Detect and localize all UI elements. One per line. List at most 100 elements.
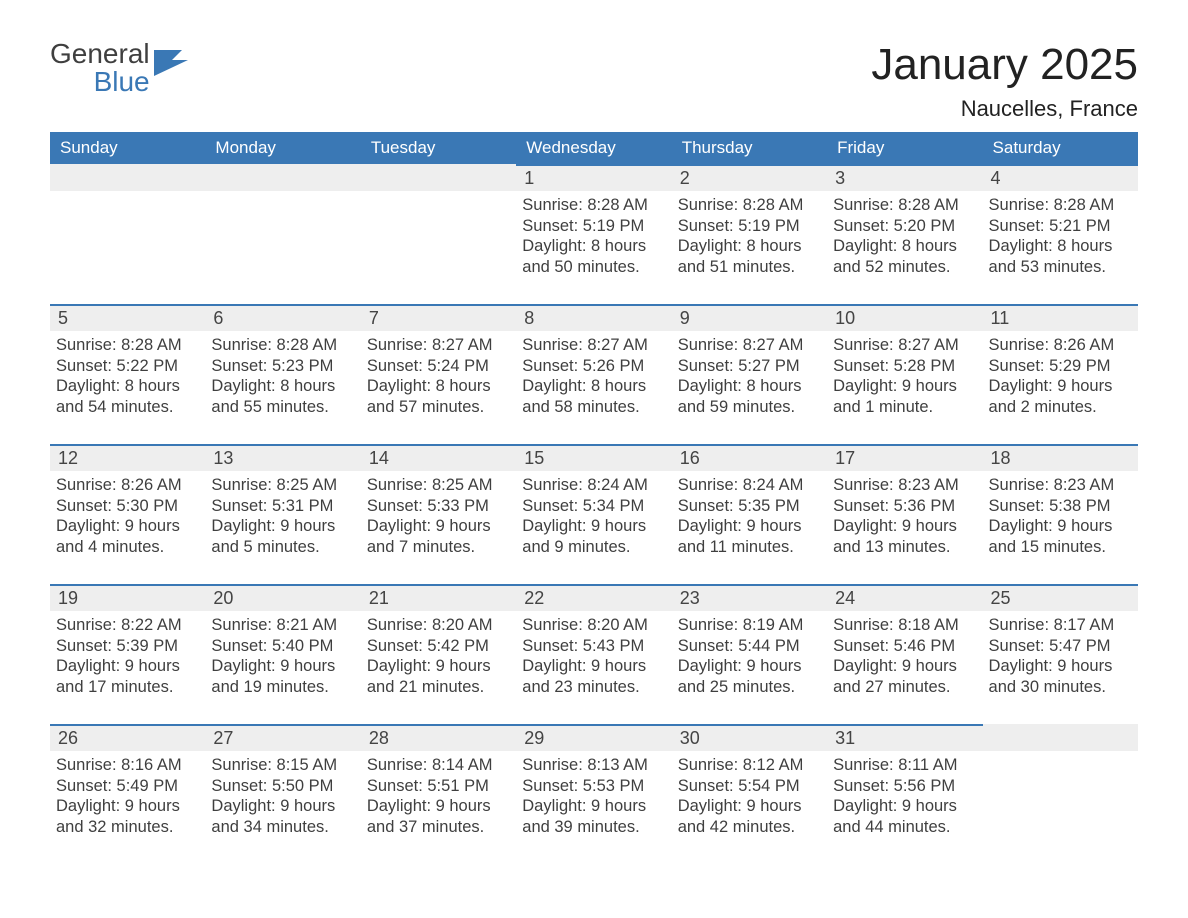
day-number-bar: 27 [205, 724, 360, 751]
calendar-day-cell: 10Sunrise: 8:27 AMSunset: 5:28 PMDayligh… [827, 304, 982, 444]
day-number-bar: 13 [205, 444, 360, 471]
day-number-bar: 5 [50, 304, 205, 331]
day-number-bar: 15 [516, 444, 671, 471]
day-number-bar: 25 [983, 584, 1138, 611]
calendar-day-cell: 4Sunrise: 8:28 AMSunset: 5:21 PMDaylight… [983, 164, 1138, 304]
calendar-day-cell: 11Sunrise: 8:26 AMSunset: 5:29 PMDayligh… [983, 304, 1138, 444]
day-body [361, 191, 516, 199]
daylight-line: Daylight: 8 hours and 52 minutes. [833, 236, 976, 277]
sunset-line: Sunset: 5:54 PM [678, 776, 821, 797]
header: General Blue January 2025 Naucelles, Fra… [50, 40, 1138, 122]
day-body: Sunrise: 8:28 AMSunset: 5:22 PMDaylight:… [50, 331, 205, 422]
daylight-line: Daylight: 9 hours and 13 minutes. [833, 516, 976, 557]
calendar-day-cell: 26Sunrise: 8:16 AMSunset: 5:49 PMDayligh… [50, 724, 205, 864]
daylight-line: Daylight: 9 hours and 30 minutes. [989, 656, 1132, 697]
weekday-header: Tuesday [361, 132, 516, 164]
calendar-day-cell: 29Sunrise: 8:13 AMSunset: 5:53 PMDayligh… [516, 724, 671, 864]
day-body: Sunrise: 8:27 AMSunset: 5:24 PMDaylight:… [361, 331, 516, 422]
daylight-line: Daylight: 9 hours and 27 minutes. [833, 656, 976, 697]
sunrise-line: Sunrise: 8:26 AM [56, 475, 199, 496]
day-body: Sunrise: 8:25 AMSunset: 5:31 PMDaylight:… [205, 471, 360, 562]
calendar-day-cell: 5Sunrise: 8:28 AMSunset: 5:22 PMDaylight… [50, 304, 205, 444]
day-body: Sunrise: 8:26 AMSunset: 5:30 PMDaylight:… [50, 471, 205, 562]
day-number-bar: 22 [516, 584, 671, 611]
sunrise-line: Sunrise: 8:25 AM [367, 475, 510, 496]
calendar-day-cell: 23Sunrise: 8:19 AMSunset: 5:44 PMDayligh… [672, 584, 827, 724]
day-number-bar: 3 [827, 164, 982, 191]
daylight-line: Daylight: 9 hours and 44 minutes. [833, 796, 976, 837]
daylight-line: Daylight: 8 hours and 55 minutes. [211, 376, 354, 417]
daylight-line: Daylight: 9 hours and 37 minutes. [367, 796, 510, 837]
brand-logo: General Blue [50, 40, 188, 96]
day-number-bar: 21 [361, 584, 516, 611]
day-number-bar: 4 [983, 164, 1138, 191]
daylight-line: Daylight: 9 hours and 34 minutes. [211, 796, 354, 837]
location-label: Naucelles, France [871, 96, 1138, 122]
sunset-line: Sunset: 5:19 PM [522, 216, 665, 237]
sunset-line: Sunset: 5:42 PM [367, 636, 510, 657]
day-body: Sunrise: 8:11 AMSunset: 5:56 PMDaylight:… [827, 751, 982, 842]
daylight-line: Daylight: 9 hours and 21 minutes. [367, 656, 510, 697]
calendar-body: 1Sunrise: 8:28 AMSunset: 5:19 PMDaylight… [50, 164, 1138, 864]
day-body: Sunrise: 8:23 AMSunset: 5:38 PMDaylight:… [983, 471, 1138, 562]
sunrise-line: Sunrise: 8:24 AM [678, 475, 821, 496]
weekday-header: Wednesday [516, 132, 671, 164]
daylight-line: Daylight: 9 hours and 23 minutes. [522, 656, 665, 697]
sunrise-line: Sunrise: 8:28 AM [989, 195, 1132, 216]
calendar-day-cell: 18Sunrise: 8:23 AMSunset: 5:38 PMDayligh… [983, 444, 1138, 584]
day-number-bar: 24 [827, 584, 982, 611]
daylight-line: Daylight: 9 hours and 15 minutes. [989, 516, 1132, 557]
calendar-day-cell: 3Sunrise: 8:28 AMSunset: 5:20 PMDaylight… [827, 164, 982, 304]
day-body [50, 191, 205, 199]
day-body: Sunrise: 8:16 AMSunset: 5:49 PMDaylight:… [50, 751, 205, 842]
sunset-line: Sunset: 5:28 PM [833, 356, 976, 377]
day-body: Sunrise: 8:14 AMSunset: 5:51 PMDaylight:… [361, 751, 516, 842]
calendar-day-cell [50, 164, 205, 304]
calendar-day-cell: 15Sunrise: 8:24 AMSunset: 5:34 PMDayligh… [516, 444, 671, 584]
sunrise-line: Sunrise: 8:14 AM [367, 755, 510, 776]
sunrise-line: Sunrise: 8:27 AM [367, 335, 510, 356]
sunrise-line: Sunrise: 8:25 AM [211, 475, 354, 496]
sunset-line: Sunset: 5:38 PM [989, 496, 1132, 517]
calendar-day-cell: 30Sunrise: 8:12 AMSunset: 5:54 PMDayligh… [672, 724, 827, 864]
daylight-line: Daylight: 8 hours and 54 minutes. [56, 376, 199, 417]
calendar-day-cell: 6Sunrise: 8:28 AMSunset: 5:23 PMDaylight… [205, 304, 360, 444]
calendar-week: 26Sunrise: 8:16 AMSunset: 5:49 PMDayligh… [50, 724, 1138, 864]
calendar-day-cell: 12Sunrise: 8:26 AMSunset: 5:30 PMDayligh… [50, 444, 205, 584]
day-body: Sunrise: 8:22 AMSunset: 5:39 PMDaylight:… [50, 611, 205, 702]
day-body: Sunrise: 8:23 AMSunset: 5:36 PMDaylight:… [827, 471, 982, 562]
day-number-bar: 10 [827, 304, 982, 331]
day-body: Sunrise: 8:28 AMSunset: 5:19 PMDaylight:… [672, 191, 827, 282]
daylight-line: Daylight: 9 hours and 25 minutes. [678, 656, 821, 697]
calendar-week: 19Sunrise: 8:22 AMSunset: 5:39 PMDayligh… [50, 584, 1138, 724]
sunrise-line: Sunrise: 8:11 AM [833, 755, 976, 776]
sunset-line: Sunset: 5:26 PM [522, 356, 665, 377]
daylight-line: Daylight: 9 hours and 32 minutes. [56, 796, 199, 837]
day-number-bar [361, 164, 516, 191]
day-body: Sunrise: 8:19 AMSunset: 5:44 PMDaylight:… [672, 611, 827, 702]
day-number-bar: 26 [50, 724, 205, 751]
sunrise-line: Sunrise: 8:28 AM [678, 195, 821, 216]
day-body: Sunrise: 8:21 AMSunset: 5:40 PMDaylight:… [205, 611, 360, 702]
sunrise-line: Sunrise: 8:21 AM [211, 615, 354, 636]
sunrise-line: Sunrise: 8:17 AM [989, 615, 1132, 636]
day-body: Sunrise: 8:20 AMSunset: 5:43 PMDaylight:… [516, 611, 671, 702]
sunset-line: Sunset: 5:27 PM [678, 356, 821, 377]
daylight-line: Daylight: 8 hours and 58 minutes. [522, 376, 665, 417]
sunrise-line: Sunrise: 8:20 AM [367, 615, 510, 636]
day-number-bar [205, 164, 360, 191]
daylight-line: Daylight: 8 hours and 51 minutes. [678, 236, 821, 277]
brand-line2: Blue [50, 68, 150, 96]
day-body: Sunrise: 8:24 AMSunset: 5:34 PMDaylight:… [516, 471, 671, 562]
calendar-day-cell: 14Sunrise: 8:25 AMSunset: 5:33 PMDayligh… [361, 444, 516, 584]
sunset-line: Sunset: 5:35 PM [678, 496, 821, 517]
daylight-line: Daylight: 9 hours and 1 minute. [833, 376, 976, 417]
sunrise-line: Sunrise: 8:27 AM [678, 335, 821, 356]
calendar-day-cell: 2Sunrise: 8:28 AMSunset: 5:19 PMDaylight… [672, 164, 827, 304]
sunset-line: Sunset: 5:21 PM [989, 216, 1132, 237]
day-body: Sunrise: 8:28 AMSunset: 5:20 PMDaylight:… [827, 191, 982, 282]
day-body: Sunrise: 8:27 AMSunset: 5:28 PMDaylight:… [827, 331, 982, 422]
day-number-bar: 31 [827, 724, 982, 751]
sunset-line: Sunset: 5:30 PM [56, 496, 199, 517]
weekday-header: Monday [205, 132, 360, 164]
